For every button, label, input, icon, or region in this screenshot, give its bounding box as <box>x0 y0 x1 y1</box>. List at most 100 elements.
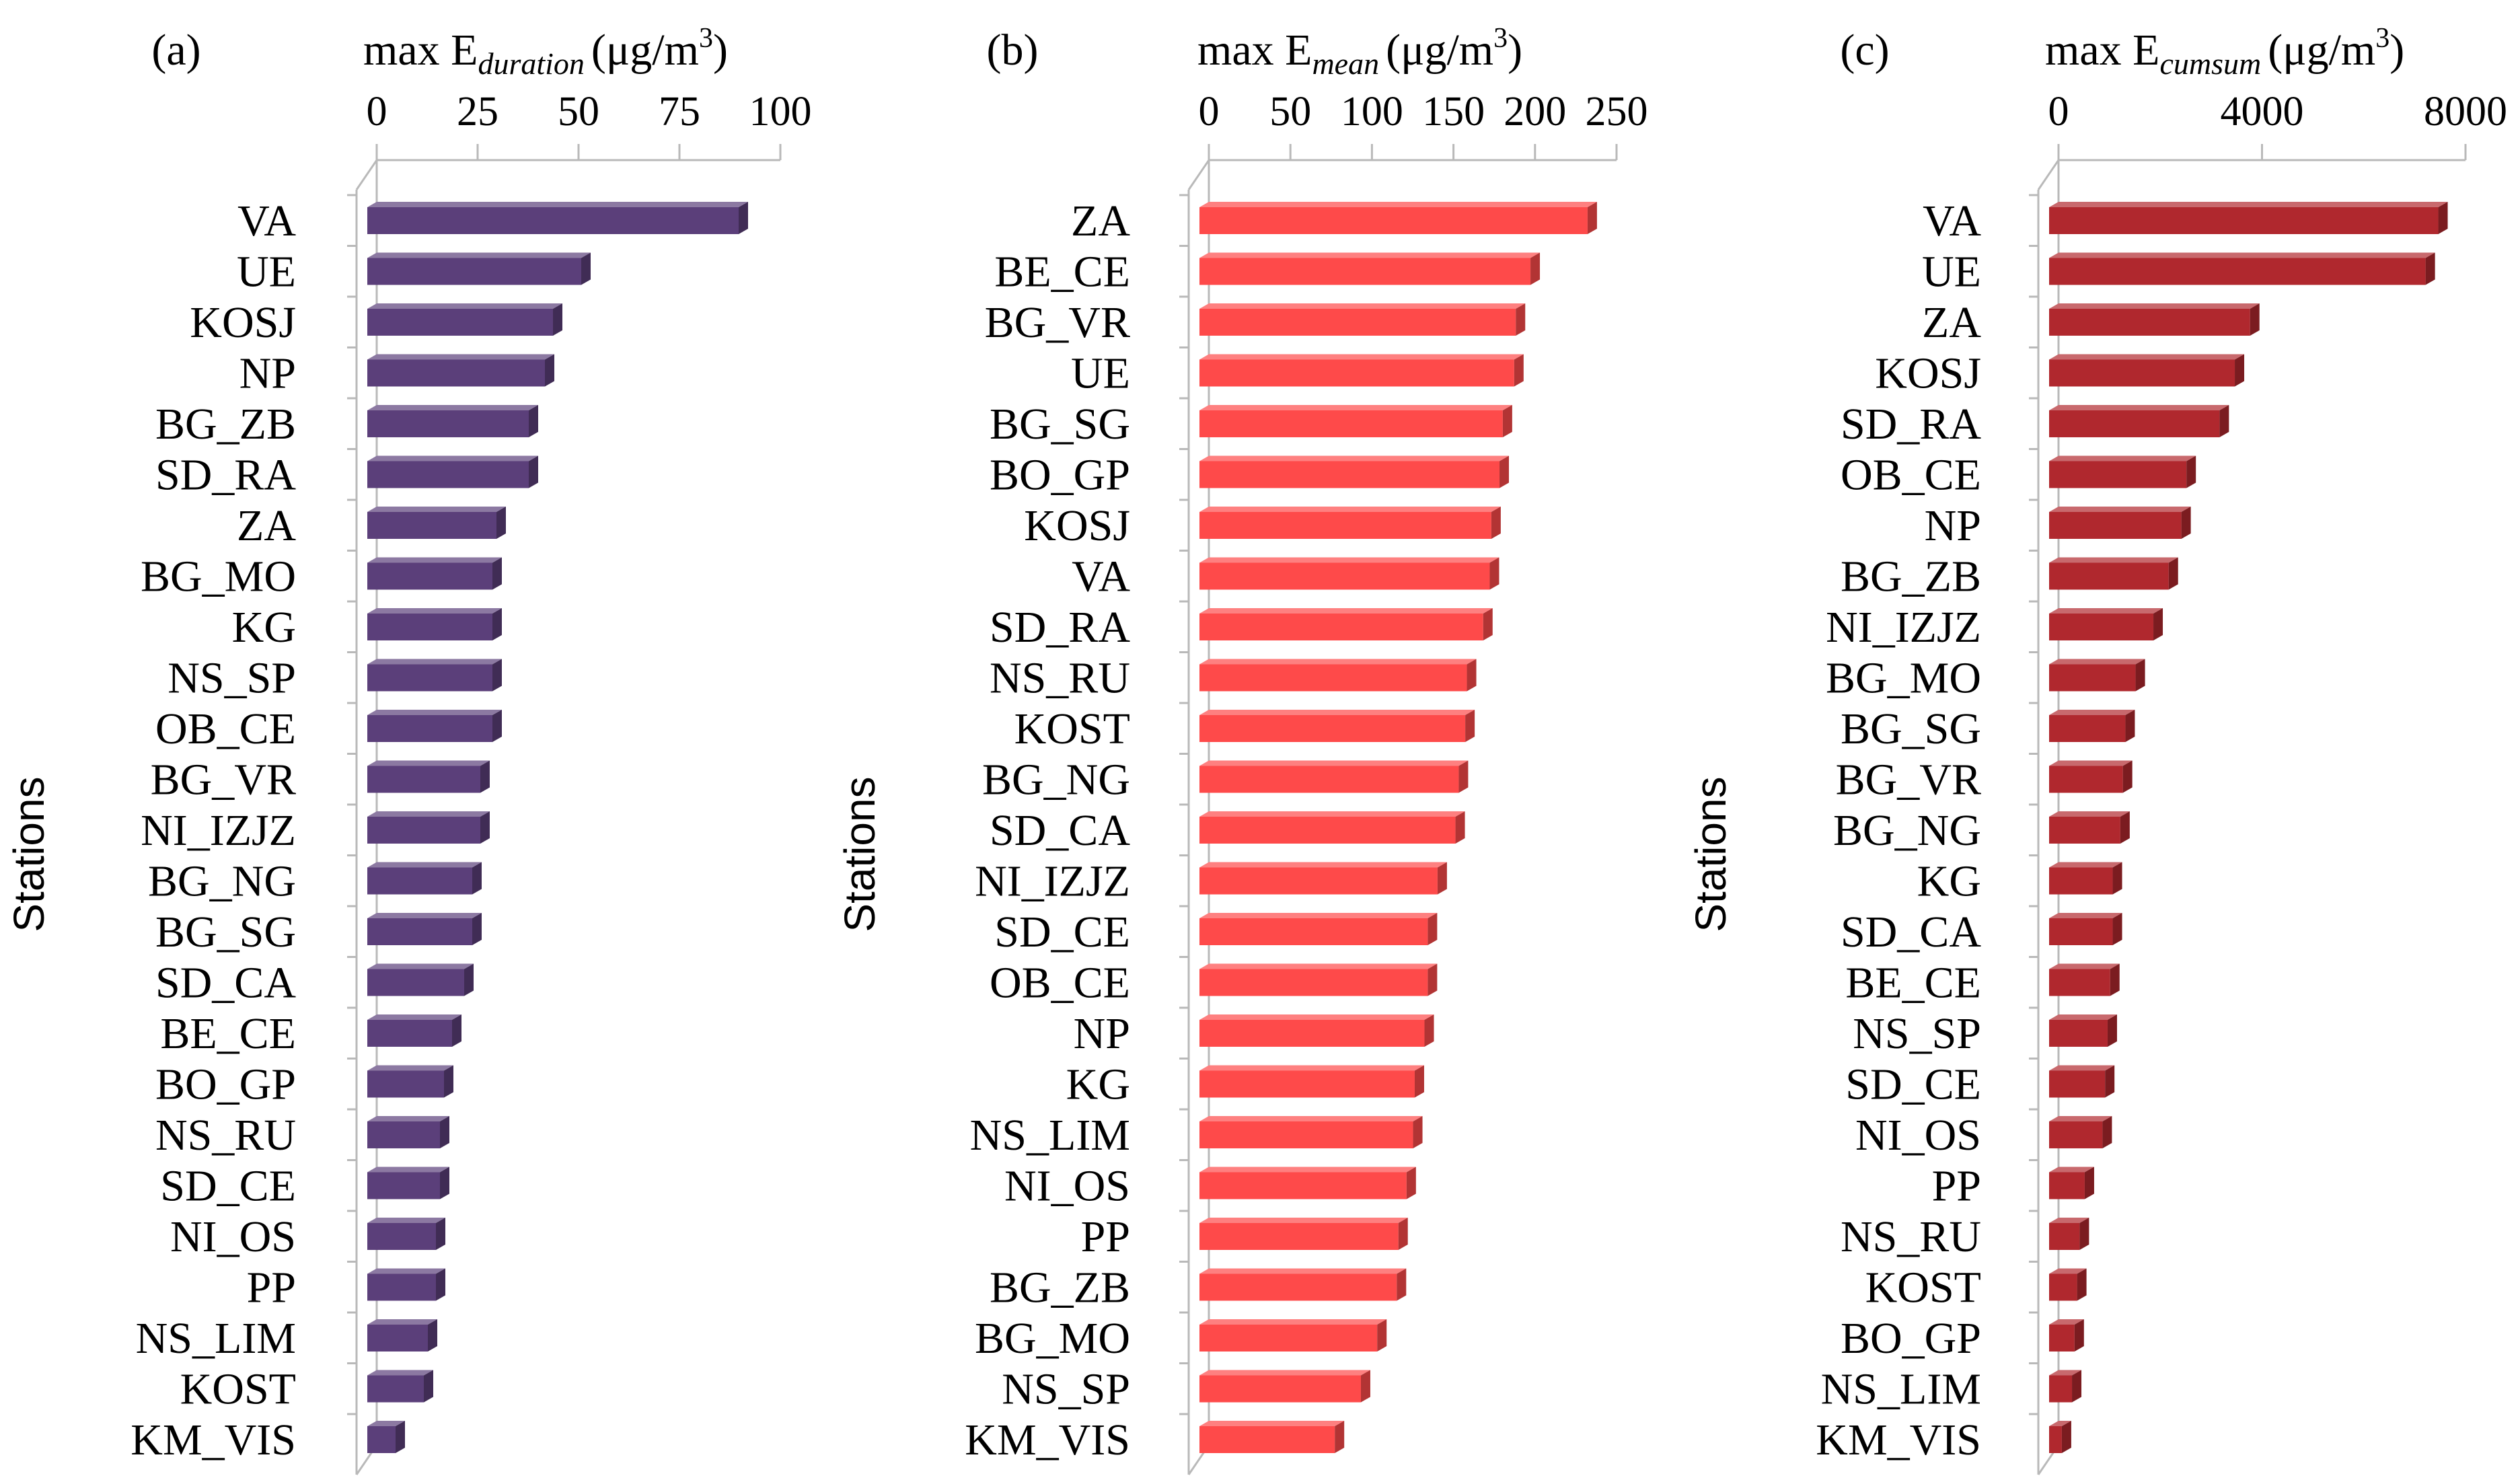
bar-top-face <box>1199 1014 1434 1020</box>
bar-front-face <box>367 207 739 234</box>
bar-top-face <box>1199 507 1501 512</box>
category-label: BG_SG <box>990 400 1130 449</box>
y-axis-wall <box>2037 157 2060 1445</box>
bar-sd-ra <box>2049 405 2229 437</box>
bar-be-ce <box>1199 252 1541 285</box>
bar-top-face <box>367 1116 449 1121</box>
bar-front-face <box>367 309 553 336</box>
bar-ns-ru <box>2049 1218 2089 1250</box>
x-tick-label: 100 <box>749 89 812 135</box>
bar-sd-ca <box>367 963 474 996</box>
category-label: NI_IZJZ <box>1826 603 1981 652</box>
panel-label: (a) <box>151 26 200 75</box>
bar-front-face <box>1199 664 1467 692</box>
bar-top-face <box>2049 1421 2071 1426</box>
bar-end-face <box>1483 608 1493 640</box>
bar-top-face <box>2049 710 2135 715</box>
bar-front-face <box>2049 461 2187 488</box>
chart-panel-a: (a) max Eduration (μg/m3) Stations 0 25 50 75 10… <box>5 23 812 1475</box>
bar-top-face <box>367 1014 461 1020</box>
bar-front-face <box>1199 512 1491 539</box>
bar-bg-mo <box>1199 1319 1387 1352</box>
bar-top-face <box>2049 862 2122 868</box>
category-label: SD_CE <box>160 1162 296 1211</box>
bar-ns-ru <box>1199 659 1477 692</box>
bar-ni-os <box>367 1218 445 1250</box>
bar-ni-izjz <box>1199 862 1447 895</box>
bar-ns-lim <box>2049 1370 2082 1403</box>
bar-front-face <box>2049 562 2169 590</box>
category-label: BG_SG <box>155 908 296 957</box>
bar-va <box>1199 557 1499 590</box>
category-label: NS_LIM <box>1821 1365 1981 1414</box>
bar-front-face <box>1199 1020 1425 1047</box>
bar-ob-ce <box>1199 963 1438 996</box>
bar-bg-sg <box>367 913 482 945</box>
category-label: KOST <box>180 1365 296 1414</box>
bar-end-face <box>2153 608 2163 640</box>
bar-front-face <box>367 461 529 488</box>
bar-front-face <box>1199 309 1516 336</box>
category-label: BG_NG <box>982 755 1130 805</box>
bar-top-face <box>1199 862 1447 868</box>
bar-top-face <box>367 202 748 207</box>
bar-end-face <box>1335 1421 1345 1453</box>
bar-ni-os <box>2049 1116 2112 1148</box>
bar-end-face <box>553 303 562 336</box>
bar-top-face <box>2049 659 2145 665</box>
bar-top-face <box>367 405 538 410</box>
bar-front-face <box>367 715 492 742</box>
bar-bo-gp <box>2049 1319 2084 1352</box>
x-tick-label: 100 <box>1341 89 1403 135</box>
bar-front-face <box>1199 562 1490 590</box>
bar-top-face <box>1199 455 1510 461</box>
bar-front-face <box>2049 1426 2062 1453</box>
bar-front-face <box>1199 1223 1399 1250</box>
bar-end-face <box>424 1370 433 1403</box>
bar-front-face <box>2049 1325 2075 1352</box>
bar-end-face <box>428 1319 437 1352</box>
bar-top-face <box>367 659 502 665</box>
category-label: SD_CE <box>1845 1060 1981 1109</box>
category-label: SD_CA <box>1841 908 1981 957</box>
bar-kost <box>2049 1268 2087 1301</box>
bar-top-face <box>1199 354 1524 360</box>
bar-ns-sp <box>1199 1370 1370 1403</box>
bar-pp <box>1199 1218 1408 1250</box>
category-label: NI_IZJZ <box>975 857 1130 906</box>
bar-front-face <box>1199 1121 1413 1148</box>
category-label: BE_CE <box>1845 959 1981 1008</box>
bar-end-face <box>492 608 502 640</box>
x-tick-label: 150 <box>1422 89 1485 135</box>
bar-np <box>1199 1014 1434 1047</box>
category-label: SD_CA <box>155 959 296 1008</box>
category-label: PP <box>1081 1212 1130 1261</box>
bar-top-face <box>367 507 506 512</box>
bar-top-face <box>1199 405 1512 410</box>
x-axis-title: max Eduration (μg/m3) <box>363 23 728 81</box>
bar-end-face <box>480 760 490 793</box>
bar-end-face <box>2074 1319 2084 1352</box>
bar-top-face <box>367 455 538 461</box>
bar-bg-mo <box>367 557 502 590</box>
bar-bg-zb <box>1199 1268 1407 1301</box>
bar-end-face <box>1406 1167 1416 1199</box>
bar-bg-ng <box>1199 760 1469 793</box>
bar-top-face <box>1199 252 1541 258</box>
category-label: NI_OS <box>170 1212 296 1261</box>
bar-end-face <box>436 1218 445 1250</box>
bar-front-face <box>367 1121 440 1148</box>
bar-end-face <box>1587 202 1597 234</box>
x-axis-title: max Emean (μg/m3) <box>1197 23 1522 81</box>
bar-front-face <box>1199 258 1531 285</box>
category-label: VA <box>1072 552 1130 601</box>
category-label: UE <box>237 248 296 297</box>
bar-kosj <box>1199 507 1501 539</box>
bar-front-face <box>367 1273 436 1301</box>
bar-top-face <box>1199 303 1526 309</box>
bar-top-face <box>1199 760 1469 766</box>
bar-front-face <box>2049 614 2154 640</box>
bar-front-face <box>367 817 480 844</box>
bar-front-face <box>367 1325 428 1352</box>
bar-end-face <box>2181 507 2191 539</box>
